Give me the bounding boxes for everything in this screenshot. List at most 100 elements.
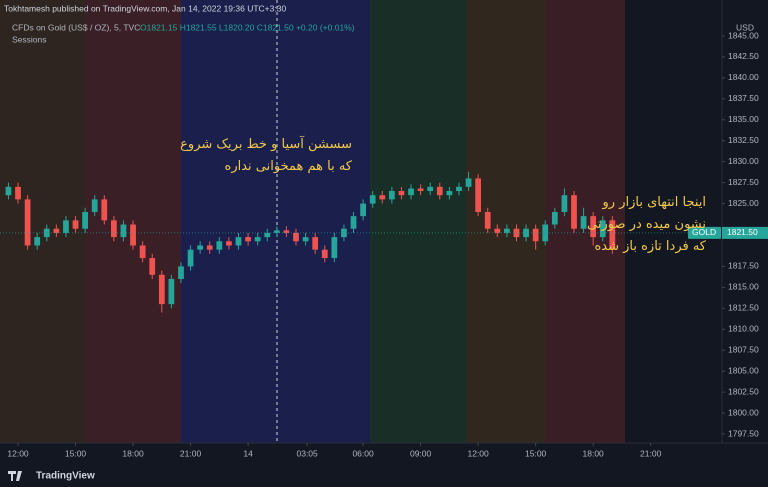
brand-logo — [8, 471, 22, 481]
candle-body — [245, 237, 251, 242]
session-backgrounds — [0, 0, 625, 443]
candle-body — [379, 195, 386, 200]
candle-body — [254, 237, 261, 242]
candle-body — [398, 191, 405, 196]
candle-body — [599, 220, 606, 238]
candle-body — [178, 266, 184, 279]
candle-body — [321, 249, 328, 259]
indicator-legend: Sessions — [12, 34, 47, 44]
candle-body — [456, 186, 462, 192]
symbol-label: GOLD — [692, 227, 716, 237]
y-tick-label: 1817.50 — [728, 261, 759, 271]
annotation-line: سسشن آسیا و خط بریک شروع — [180, 137, 352, 152]
ohlc-legend: O1821.15 H1821.55 L1820.20 C1821.50 +0.2… — [140, 22, 355, 32]
candle-body — [350, 216, 357, 229]
x-tick-label: 12:00 — [7, 448, 29, 458]
candle-body — [341, 228, 347, 238]
candle-body — [149, 258, 156, 275]
candle-body — [206, 245, 213, 250]
candle-body — [388, 191, 395, 200]
candle-body — [187, 249, 194, 267]
x-tick-label: 14 — [243, 448, 253, 458]
candle-body — [264, 232, 271, 238]
x-tick-label: 15:00 — [65, 448, 87, 458]
candle-body — [475, 178, 482, 212]
candle-body — [43, 228, 50, 238]
annotation: اینجا انتهای بازار رو نشون میده در صورتی… — [587, 192, 706, 258]
y-tick-label: 1815.00 — [728, 282, 759, 292]
y-tick-label: 1837.50 — [728, 93, 759, 103]
plot-layer — [5, 171, 616, 313]
candle-body — [302, 237, 309, 242]
session-band — [0, 0, 85, 443]
candle-body — [15, 186, 21, 200]
x-tick-label: 21:00 — [180, 448, 202, 458]
candle-body — [427, 186, 434, 192]
candle-body — [101, 199, 108, 221]
candle-body — [139, 245, 146, 259]
x-tick-label: 03:05 — [296, 448, 318, 458]
candle-body — [226, 241, 232, 246]
symbol-legend: CFDs on Gold (US$ / OZ), 5, TVC — [12, 22, 140, 32]
candle-body — [312, 237, 319, 250]
candle-body — [484, 211, 491, 229]
y-tick-label: 1845.00 — [728, 30, 759, 40]
candle-body — [504, 228, 510, 233]
y-tick-label: 1825.00 — [728, 198, 759, 208]
candle-body — [494, 228, 501, 233]
candle-body — [293, 232, 299, 242]
session-band — [370, 0, 466, 443]
candle-body — [551, 211, 558, 225]
brand: TradingView — [36, 471, 95, 482]
annotation-line: اینجا انتهای بازار رو — [602, 195, 707, 210]
candle-body — [168, 278, 175, 305]
candle-body — [609, 220, 616, 250]
candle-body — [53, 228, 60, 233]
candle-body — [82, 211, 88, 229]
candle-body — [273, 230, 280, 233]
candle-body — [63, 220, 69, 233]
candle-body — [446, 191, 453, 196]
y-tick-label: 1827.50 — [728, 177, 759, 187]
candle-body — [571, 195, 577, 229]
candle-body — [360, 203, 366, 217]
time-axis — [0, 443, 768, 465]
x-tick-label: 12:00 — [467, 448, 489, 458]
session-band — [181, 0, 370, 443]
y-tick-label: 1807.50 — [728, 344, 759, 354]
session-band — [466, 0, 545, 443]
x-tick-label: 06:00 — [352, 448, 374, 458]
candle-body — [532, 228, 539, 242]
y-tick-label: 1835.00 — [728, 114, 759, 124]
x-tick-label: 09:00 — [410, 448, 432, 458]
candle-body — [235, 237, 242, 246]
candle-body — [331, 237, 338, 259]
candle-body — [542, 224, 549, 242]
y-tick-label: 1832.50 — [728, 135, 759, 145]
y-tick-label: 1810.00 — [728, 324, 759, 334]
candle-body — [197, 245, 204, 250]
y-tick-label: 1800.00 — [728, 407, 759, 417]
price-axis — [722, 0, 768, 443]
candle-body — [580, 216, 587, 229]
candle-body — [436, 186, 443, 196]
last-price-label: 1821.50 — [727, 227, 758, 237]
x-tick-label: 18:00 — [122, 448, 144, 458]
currency-label: USD — [736, 22, 754, 32]
candle-body — [130, 224, 136, 246]
x-tick-label: 18:00 — [583, 448, 605, 458]
symbol-label-box — [688, 226, 721, 239]
candle-body — [417, 188, 424, 192]
candle-body — [369, 195, 376, 204]
author-line: Tokhtamesh published on TradingView.com,… — [4, 3, 286, 13]
candle-body — [465, 178, 472, 187]
candle-body — [561, 195, 568, 212]
y-tick-label: 1840.00 — [728, 72, 759, 82]
y-tick-label: 1797.50 — [728, 428, 759, 438]
candle-body — [72, 220, 79, 229]
candle-body — [408, 188, 414, 196]
candle-body — [111, 220, 117, 238]
annotation-line: نشون میده در صورتی — [587, 217, 706, 232]
